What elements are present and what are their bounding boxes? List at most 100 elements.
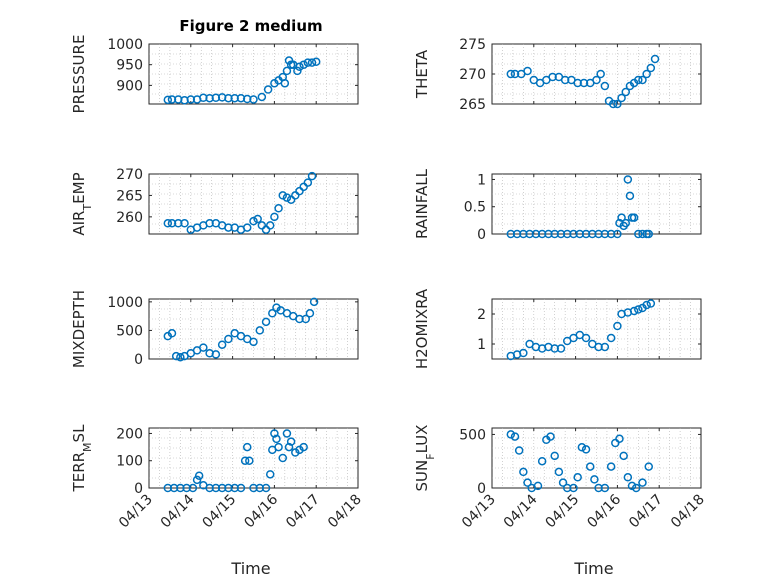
data-point — [249, 95, 258, 104]
data-point — [581, 333, 591, 343]
subplot-air-temp: 260 265 270 AIRTEMP — [70, 167, 359, 236]
data-point — [644, 462, 653, 471]
data-point — [617, 93, 626, 103]
data-point — [623, 473, 633, 482]
data-point — [261, 225, 271, 234]
subplot-terr-msl: 04/13 04/14 04/15 04/16 04/17 04/18 0 100 200 TER… — [70, 424, 365, 531]
y-axis-label: MIXDEPTH — [70, 290, 88, 368]
data-point — [621, 218, 631, 228]
data-point — [192, 475, 202, 485]
data-point — [596, 69, 605, 79]
data-point — [272, 434, 281, 444]
y-tick-label: 275 — [459, 37, 486, 53]
data-point — [606, 333, 616, 343]
data-point — [613, 321, 622, 331]
data-point — [217, 340, 227, 349]
data-point — [644, 229, 653, 239]
data-point — [634, 75, 643, 85]
data-point — [257, 92, 267, 102]
data-point — [608, 99, 618, 109]
data-point — [301, 314, 310, 324]
data-point — [291, 191, 300, 200]
y-tick-label: 0 — [477, 481, 486, 497]
data-point — [265, 470, 275, 479]
y-tick-label: 0 — [134, 481, 143, 497]
data-point — [569, 483, 578, 493]
data-point — [625, 191, 635, 201]
data-point — [619, 451, 628, 461]
data-point — [558, 478, 568, 487]
data-point — [257, 221, 267, 230]
data-point — [261, 317, 271, 327]
data-point — [295, 186, 304, 196]
data-point — [611, 438, 620, 448]
data-point — [265, 221, 275, 230]
x-tick-label: 04/13 — [459, 492, 499, 532]
data-point — [282, 429, 292, 438]
data-point — [180, 219, 189, 228]
y-axis-label: PRESSURE — [70, 35, 88, 114]
data-point — [171, 351, 181, 361]
data-point — [554, 467, 564, 477]
data-point — [606, 462, 616, 471]
data-point — [270, 429, 279, 438]
y-axis-label: SUNFLUX — [413, 425, 437, 492]
data-point — [546, 432, 555, 441]
data-point — [615, 434, 624, 443]
y-tick-label: 265 — [116, 188, 143, 204]
x-axis-label-left: Time — [230, 559, 270, 578]
x-tick-label: 04/18 — [668, 492, 708, 532]
y-tick-label: 2 — [477, 307, 486, 323]
data-point — [268, 309, 277, 318]
data-point — [631, 483, 641, 493]
data-point — [240, 456, 250, 465]
y-tick-label: 1 — [477, 337, 486, 353]
data-point — [613, 99, 622, 109]
data-point — [627, 481, 637, 491]
subplot-rainfall: 0 0.5 1 RAINFALL — [413, 168, 702, 243]
y-axis-label: RAINFALL — [413, 168, 431, 239]
data-point — [274, 204, 283, 213]
x-tick-label: 04/14 — [158, 491, 198, 531]
data-point — [638, 75, 647, 85]
x-tick-label: 04/14 — [501, 491, 541, 531]
data-point — [224, 334, 233, 344]
data-point — [506, 69, 516, 79]
data-point — [293, 66, 302, 76]
data-point — [629, 306, 639, 316]
data-point — [311, 57, 321, 67]
data-point — [307, 171, 317, 181]
data-point — [523, 66, 532, 76]
y-tick-label: 0.5 — [464, 200, 486, 216]
x-tick-label: 04/15 — [200, 492, 240, 532]
data-point — [506, 430, 516, 439]
data-point — [270, 212, 279, 222]
data-point — [523, 478, 532, 487]
y-tick-label: 200 — [116, 426, 143, 442]
x-tick-label: 04/17 — [283, 492, 323, 532]
data-point — [282, 193, 292, 202]
data-point — [642, 69, 651, 79]
data-point — [245, 456, 254, 465]
data-point — [263, 85, 273, 94]
data-point — [299, 182, 308, 192]
data-point — [167, 329, 177, 338]
data-point — [307, 58, 317, 67]
data-point — [638, 478, 647, 487]
data-point — [299, 442, 308, 452]
data-point — [623, 175, 633, 184]
y-tick-label: 270 — [459, 67, 486, 83]
subplot-h2omixra: 1 2 H2OMIXRA — [413, 288, 702, 369]
data-point — [303, 178, 313, 187]
y-tick-label: 1000 — [107, 37, 143, 53]
data-point — [303, 58, 313, 67]
data-point — [305, 309, 315, 318]
y-tick-label: 0 — [477, 227, 486, 243]
data-point — [278, 453, 288, 463]
y-axis-label: THETA — [413, 49, 431, 99]
data-point — [514, 446, 524, 455]
data-point — [646, 299, 656, 308]
data-point — [299, 60, 308, 69]
y-tick-label: 950 — [116, 58, 143, 74]
y-axis-label: AIRTEMP — [70, 172, 94, 235]
